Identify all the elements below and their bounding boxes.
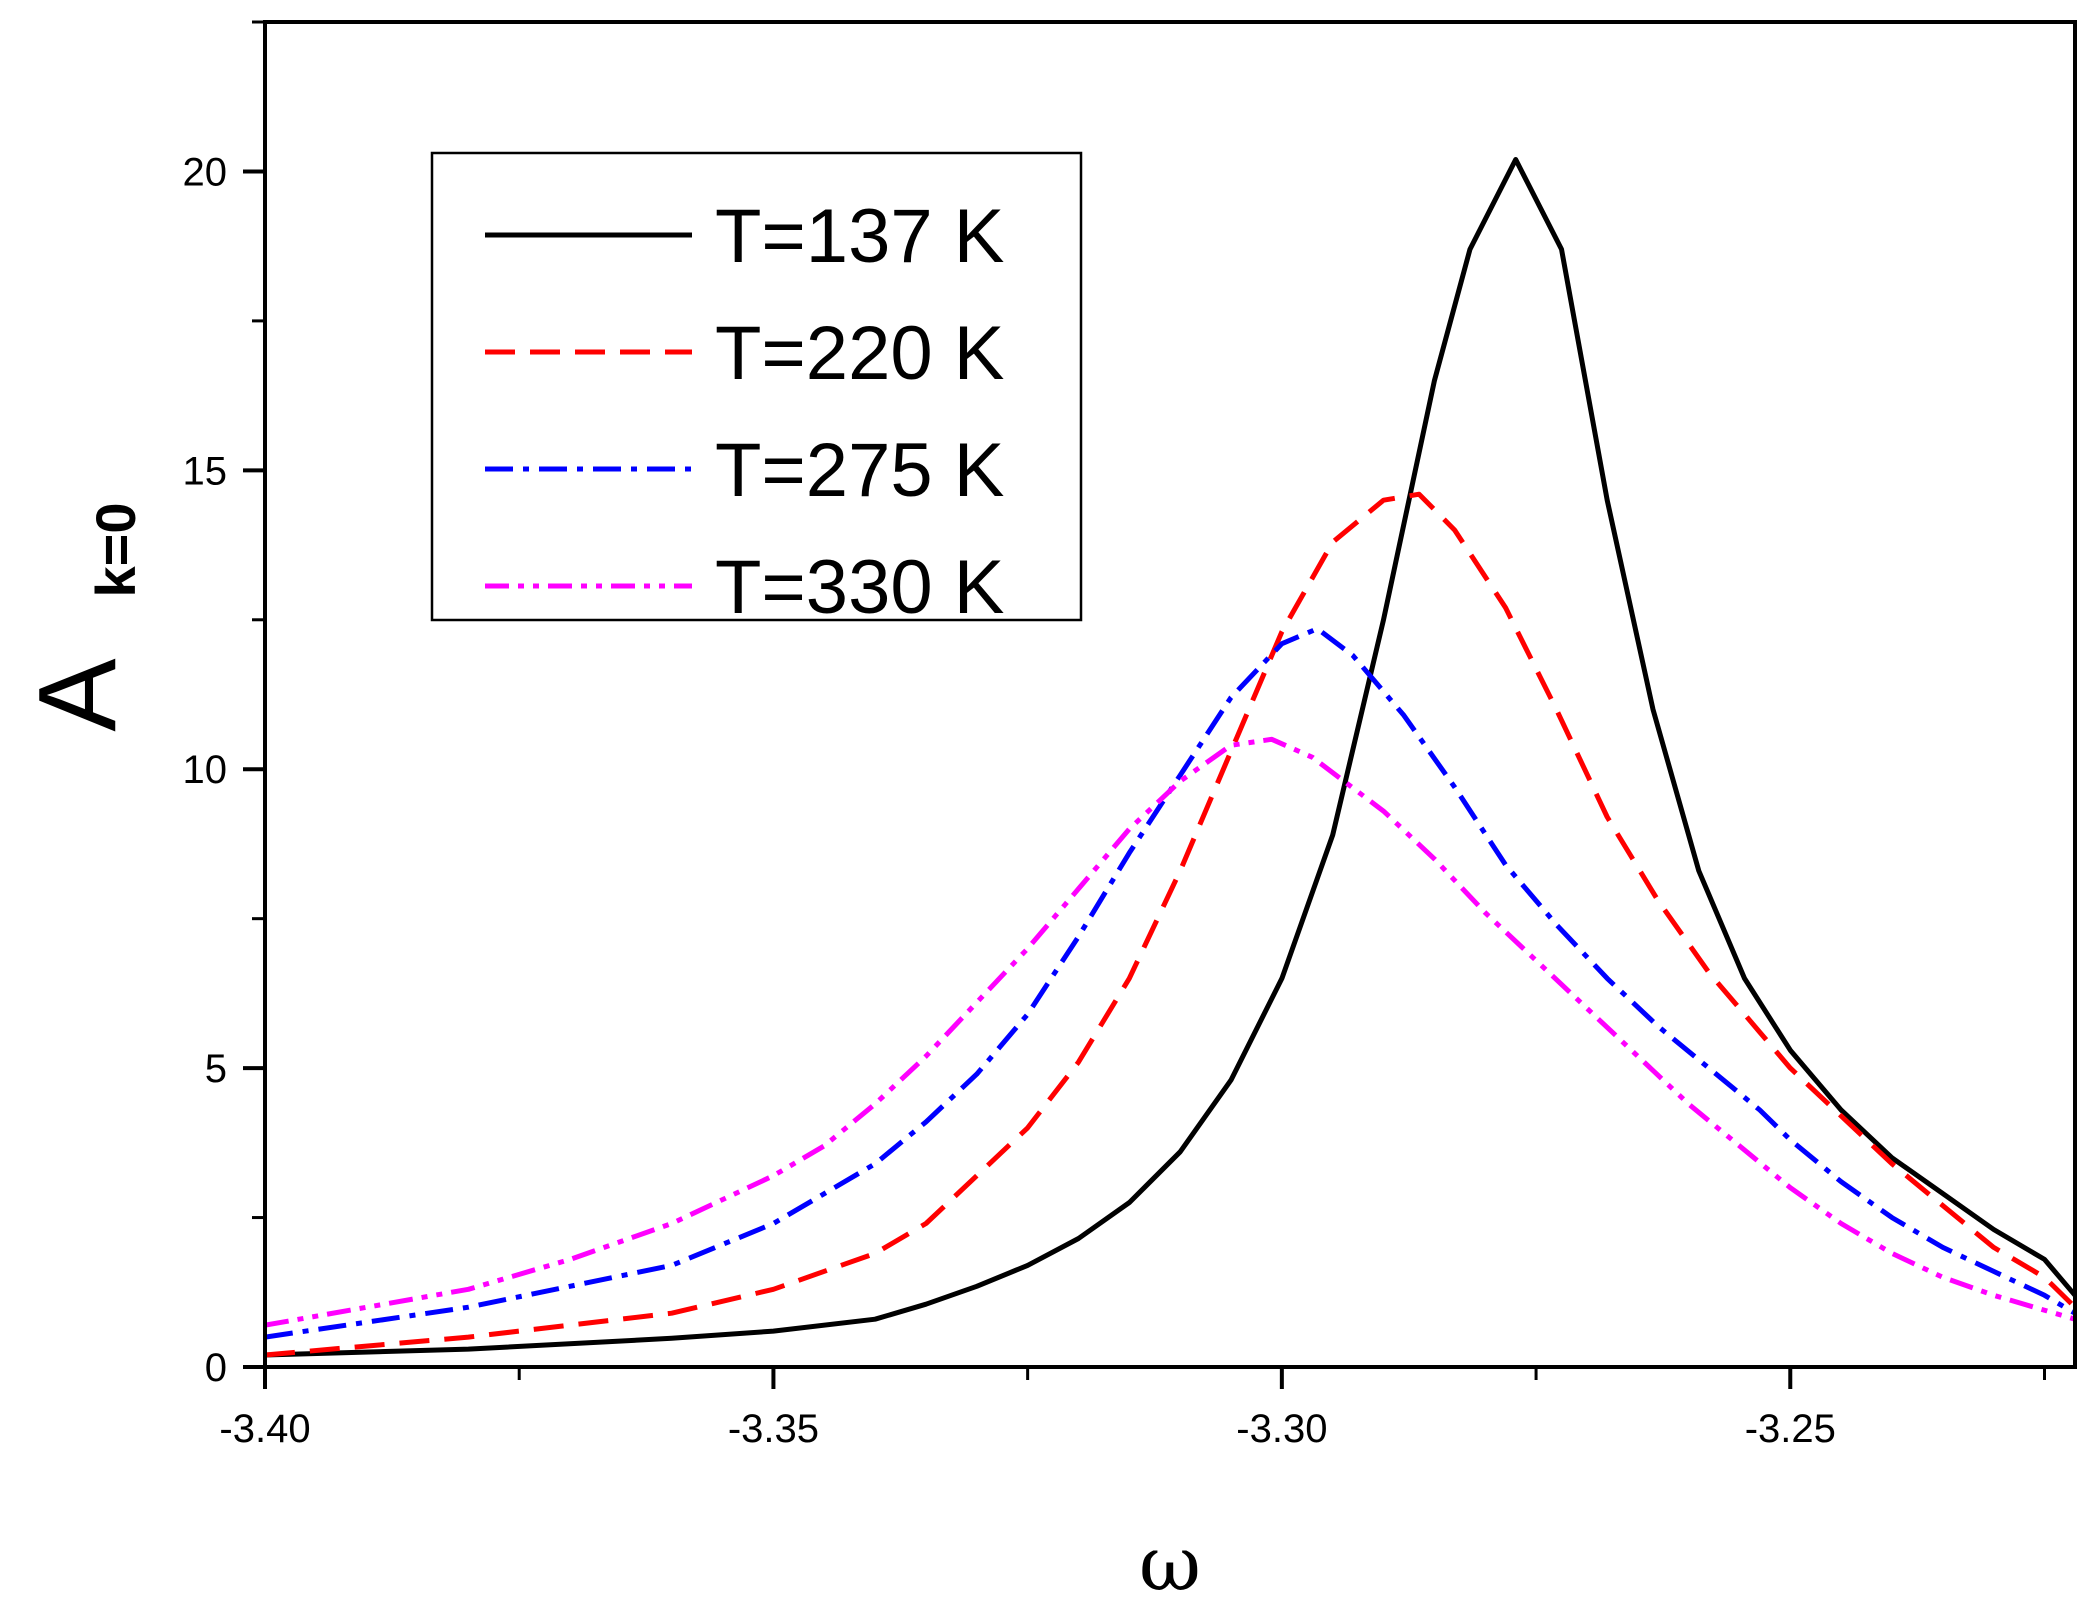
y-tick-label: 0 [205, 1346, 227, 1390]
legend-label-4: T=330 K [715, 545, 1004, 630]
legend: T=137 K T=220 K T=275 K T=330 K [430, 151, 1083, 630]
series-line-2 [265, 491, 2075, 1358]
x-axis-label: ω [1139, 1519, 1201, 1599]
legend-items: T=137 K T=220 K T=275 K T=330 K [485, 194, 1004, 630]
series-line-1 [265, 157, 2075, 1358]
y-axis: 0 5 10 15 20 [183, 20, 265, 1390]
x-axis: -3.40 -3.35 -3.30 -3.25 [219, 1367, 2046, 1451]
y-axis-label-subscript: k=0 [84, 503, 147, 598]
series-line-4 [265, 736, 2075, 1328]
y-axis-label: A k=0 [16, 503, 147, 732]
legend-label-2: T=220 K [715, 311, 1004, 396]
x-tick-label: -3.40 [219, 1407, 310, 1451]
svg-text:A: A [16, 658, 139, 732]
legend-box [430, 151, 1083, 622]
y-tick-label: 10 [183, 748, 228, 792]
legend-label-1: T=137 K [715, 194, 1004, 279]
series-layer [265, 157, 2075, 1358]
x-tick-label: -3.30 [1236, 1407, 1327, 1451]
x-tick-label: -3.35 [728, 1407, 819, 1451]
x-tick-label: -3.25 [1745, 1407, 1836, 1451]
y-tick-label: 15 [183, 449, 228, 493]
y-tick-label: 5 [205, 1047, 227, 1091]
y-tick-label: 20 [183, 150, 228, 194]
series-line-3 [265, 626, 2075, 1340]
y-axis-label-main: A [16, 658, 139, 732]
plot-frame [263, 20, 2077, 1369]
legend-label-3: T=275 K [715, 428, 1004, 513]
